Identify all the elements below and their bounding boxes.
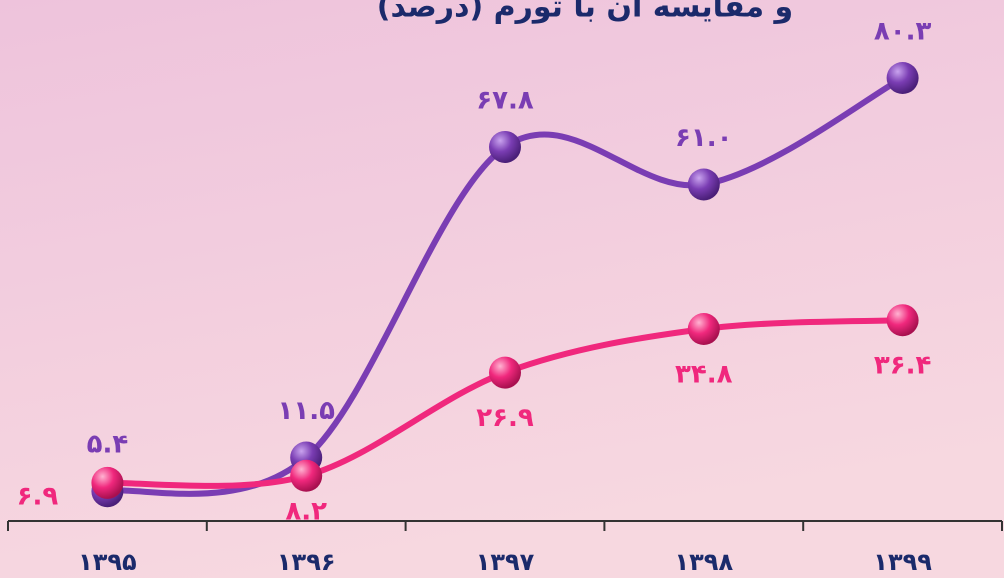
data-label: ۸۰.۳: [874, 17, 932, 47]
data-point: [489, 356, 521, 389]
data-point: [91, 466, 124, 499]
chart-title: و مقایسه آن با تورم (درصد): [377, 0, 793, 25]
data-point: [290, 459, 323, 492]
data-label: ۵.۴: [87, 430, 129, 460]
x-tick-label: ۱۳۹۶: [277, 548, 336, 576]
data-label: ۳۶.۴: [874, 351, 931, 381]
data-point: [687, 313, 720, 346]
data-label: ۲۶.۹: [476, 403, 534, 433]
data-point: [687, 168, 720, 201]
data-point: [489, 130, 521, 163]
x-tick-label: ۱۳۹۹: [873, 548, 932, 576]
data-point: [886, 304, 919, 337]
data-label: ۱۱.۵: [277, 396, 335, 426]
data-label: ۶۱.۰: [675, 123, 732, 153]
data-point: [886, 62, 919, 94]
data-label: ۶.۹: [17, 481, 59, 511]
data-label: ۸.۲: [285, 496, 327, 526]
x-tick-label: ۱۳۹۸: [675, 548, 734, 576]
x-tick-label: ۱۳۹۷: [476, 548, 535, 576]
data-label: ۳۴.۸: [675, 360, 733, 390]
x-tick-label: ۱۳۹۵: [78, 548, 137, 576]
data-label: ۶۷.۸: [476, 85, 534, 115]
